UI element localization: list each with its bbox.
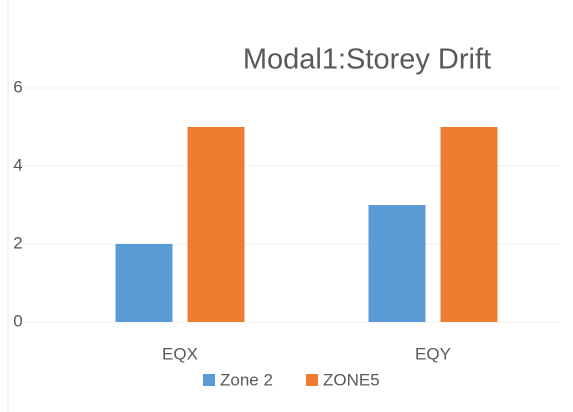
x-tick-label: EQX [162, 344, 198, 363]
y-tick-label: 4 [13, 155, 22, 174]
legend-label: Zone 2 [220, 370, 273, 389]
bar [440, 127, 498, 322]
x-tick-label: EQY [415, 344, 451, 363]
legend-swatch [306, 374, 318, 386]
y-tick-label: 2 [13, 233, 22, 252]
y-tick-label: 6 [13, 77, 22, 96]
bar [115, 244, 173, 322]
legend-label: ZONE5 [323, 370, 380, 389]
y-tick-label: 0 [13, 311, 22, 330]
chart-title: Modal1:Storey Drift [243, 44, 491, 76]
bar [187, 127, 245, 322]
legend-swatch [203, 374, 215, 386]
bar [368, 205, 426, 322]
